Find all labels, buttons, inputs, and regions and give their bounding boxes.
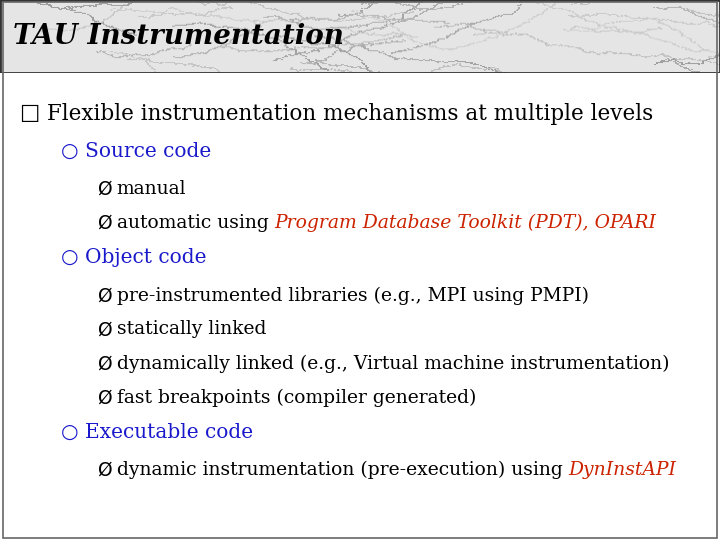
Text: dynamic instrumentation (pre-execution) using: dynamic instrumentation (pre-execution) …	[117, 461, 568, 480]
Text: □: □	[19, 103, 40, 123]
Text: statically linked: statically linked	[117, 320, 266, 339]
Text: ○: ○	[61, 248, 78, 267]
Text: Ø: Ø	[97, 286, 112, 305]
Text: Ø: Ø	[97, 461, 112, 480]
Text: dynamically linked (e.g., Virtual machine instrumentation): dynamically linked (e.g., Virtual machin…	[117, 355, 669, 373]
Text: Source code: Source code	[85, 141, 211, 160]
Text: Ø: Ø	[97, 389, 112, 408]
Text: ○: ○	[61, 141, 78, 160]
Text: automatic using: automatic using	[117, 214, 274, 232]
Text: Ø: Ø	[97, 355, 112, 374]
Text: Executable code: Executable code	[85, 423, 253, 442]
Text: Program Database Toolkit (PDT), OPARI: Program Database Toolkit (PDT), OPARI	[274, 214, 656, 232]
Text: Ø: Ø	[97, 320, 112, 340]
Text: pre-instrumented libraries (e.g., MPI using PMPI): pre-instrumented libraries (e.g., MPI us…	[117, 286, 589, 305]
Text: Ø: Ø	[97, 214, 112, 233]
Text: manual: manual	[117, 180, 186, 198]
Text: Object code: Object code	[85, 248, 207, 267]
Text: fast breakpoints (compiler generated): fast breakpoints (compiler generated)	[117, 389, 476, 407]
Text: Flexible instrumentation mechanisms at multiple levels: Flexible instrumentation mechanisms at m…	[47, 103, 653, 125]
Text: Ø: Ø	[97, 180, 112, 199]
Text: TAU Instrumentation: TAU Instrumentation	[13, 23, 344, 50]
Text: DynInstAPI: DynInstAPI	[568, 461, 676, 479]
Text: ○: ○	[61, 423, 78, 442]
